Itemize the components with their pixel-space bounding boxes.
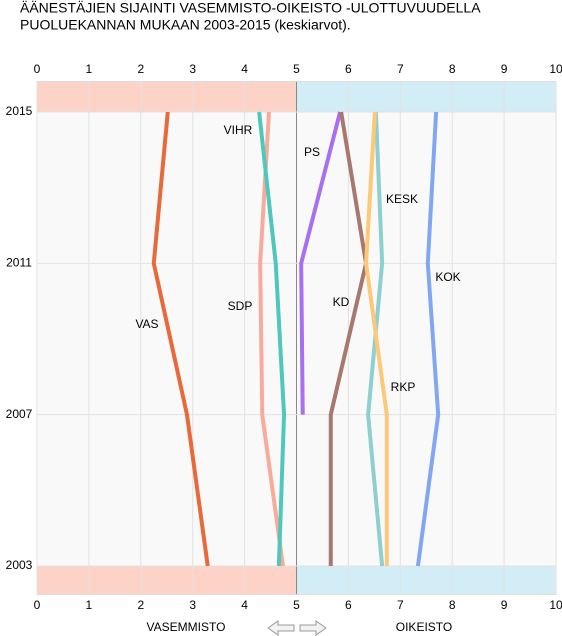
series-label: VIHR: [224, 123, 253, 137]
x-tick-label: 8: [449, 598, 456, 612]
series-line: [415, 111, 441, 567]
x-tick-label: 7: [397, 598, 404, 612]
x-tick-label: 2: [137, 598, 144, 612]
chart-title: PUOLUEKANNAN MUKAAN 2003-2015 (keskiarvo…: [20, 17, 351, 33]
series-label: SDP: [228, 299, 253, 313]
x-tick-label: 7: [397, 62, 404, 76]
x-tick-label: 5: [293, 598, 300, 612]
right-band: [296, 566, 556, 594]
chart-title: ÄÄNESTÄJIEN SIJAINTI VASEMMISTO-OIKEISTO…: [20, 0, 481, 16]
series-line: [364, 111, 389, 566]
grid: [36, 82, 557, 594]
series-label: KOK: [435, 270, 460, 284]
lines: [151, 111, 441, 567]
x-tick-label: 0: [34, 62, 41, 76]
series-label: PS: [304, 145, 320, 159]
x-tick-label: 3: [189, 598, 196, 612]
x-tick-label: 4: [241, 598, 248, 612]
x-tick-label: 1: [86, 62, 93, 76]
right-band: [296, 82, 556, 112]
series-line: [151, 111, 210, 567]
x-tick-label: 10: [549, 62, 562, 76]
left-band: [37, 82, 297, 112]
x-tick-label: 1: [86, 598, 93, 612]
x-tick-label: 10: [549, 598, 562, 612]
y-tick-label: 2003: [6, 558, 33, 572]
x-tick-label: 9: [501, 62, 508, 76]
y-tick-label: 2015: [6, 104, 33, 118]
x-tick-label: 0: [34, 598, 41, 612]
series-line: [299, 111, 343, 415]
axis-label: VASEMMISTO: [147, 620, 226, 634]
axis-label: OIKEISTO: [396, 620, 452, 634]
arrow-left: [267, 620, 295, 636]
x-tick-label: 6: [345, 62, 352, 76]
series-line: [258, 111, 285, 567]
x-tick-label: 4: [241, 62, 248, 76]
y-tick-label: 2011: [6, 256, 32, 270]
series-line: [257, 111, 287, 567]
x-tick-label: 6: [345, 598, 352, 612]
arrow-right: [299, 620, 327, 636]
series-label: KESK: [386, 192, 418, 206]
x-tick-label: 2: [137, 62, 144, 76]
series-line: [328, 111, 369, 566]
left-band: [37, 566, 297, 594]
x-tick-label: 5: [293, 62, 300, 76]
series-label: RKP: [391, 380, 416, 394]
series-label: VAS: [135, 317, 158, 331]
series-label: KD: [333, 295, 350, 309]
x-tick-label: 9: [501, 598, 508, 612]
x-tick-label: 8: [449, 62, 456, 76]
y-tick-label: 2007: [6, 407, 33, 421]
x-tick-label: 3: [189, 62, 196, 76]
